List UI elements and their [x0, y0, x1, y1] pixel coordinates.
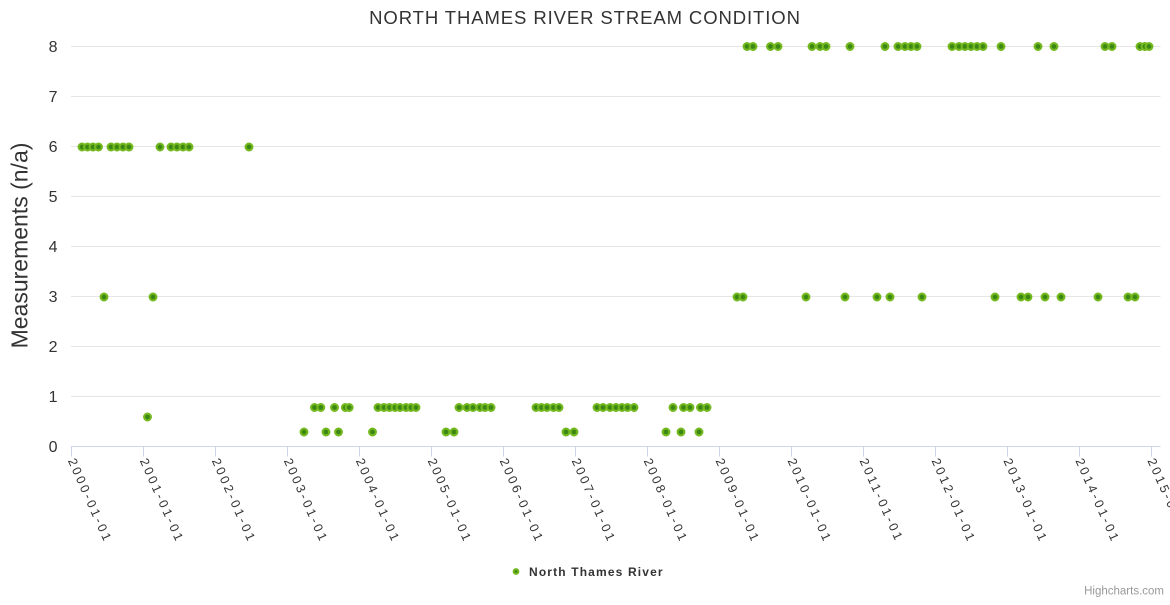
svg-text:3: 3 — [49, 289, 58, 306]
svg-text:Highcharts.com: Highcharts.com — [1084, 586, 1164, 598]
svg-text:0: 0 — [49, 439, 58, 456]
svg-text:Measurements (n/a): Measurements (n/a) — [7, 143, 33, 349]
svg-text:7: 7 — [49, 89, 58, 106]
svg-text:NORTH THAMES RIVER STREAM COND: NORTH THAMES RIVER STREAM CONDITION — [369, 7, 801, 28]
svg-text:1: 1 — [49, 389, 58, 406]
svg-text:5: 5 — [49, 189, 58, 206]
svg-text:8: 8 — [49, 39, 58, 56]
svg-text:4: 4 — [49, 239, 58, 256]
svg-text:2: 2 — [49, 339, 58, 356]
svg-text:North Thames River: North Thames River — [529, 565, 664, 579]
svg-text:6: 6 — [49, 139, 58, 156]
